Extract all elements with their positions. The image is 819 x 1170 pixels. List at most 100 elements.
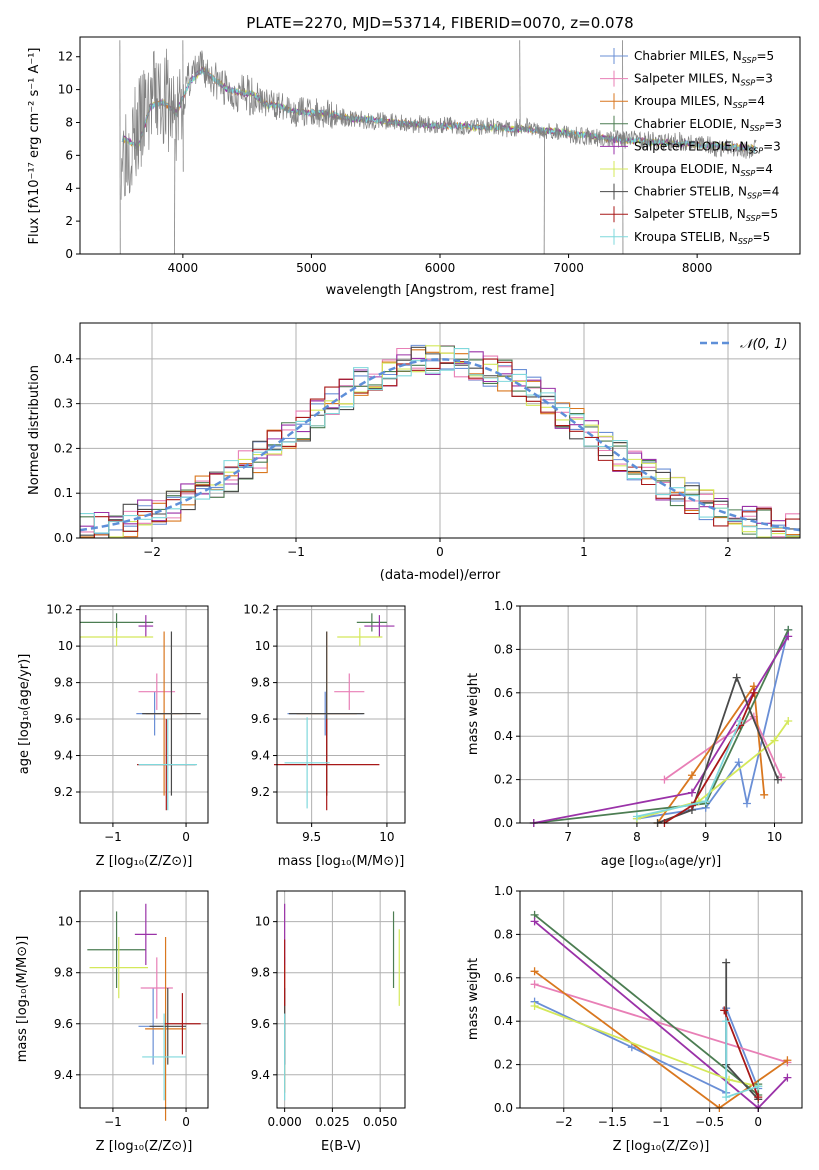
legend-label: Kroupa ELODIE, NSSP=4 <box>634 162 773 178</box>
tick-label-y: 9.8 <box>54 676 73 690</box>
tick-label-y: 9.4 <box>54 1068 73 1082</box>
tick-label-x: 2 <box>724 545 732 559</box>
legend-label: Chabrier STELIB, NSSP=4 <box>634 185 779 201</box>
tick-label-y: 10 <box>58 83 73 97</box>
tick-label-x: 1 <box>580 545 588 559</box>
massweight-point <box>754 1082 763 1091</box>
mass-vs-EBV-panel: 0.000 0.025 0.050 9.4 9.6 9.8 10 E(B-V) <box>251 890 406 1154</box>
spectrum-title: PLATE=2270, MJD=53714, FIBERID=0070, z=0… <box>246 14 633 32</box>
age-vs-mass-panel: 9.5 10 9.2 9.4 9.6 9.8 10 10.2 mass [log₁₀(M/M⊙… <box>243 603 406 869</box>
tick-label-x: 0.050 <box>363 1115 397 1129</box>
massweight-point <box>773 775 782 784</box>
age-vs-mass-xlabel: mass [log₁₀(M/M⊙)] <box>278 854 405 869</box>
tick-label-y: 0 <box>65 247 73 261</box>
massweight-point <box>694 797 703 806</box>
massweight-vs-age-ylabel: mass weight <box>466 673 481 755</box>
mass-vs-Z-axes-frame <box>79 890 209 1109</box>
tick-label-y: 0.4 <box>54 352 73 366</box>
tick-label-x: 8 <box>633 830 641 844</box>
tick-label-x: 0 <box>754 1115 762 1129</box>
tick-label-x: 7 <box>564 830 572 844</box>
tick-label-x: −1 <box>104 830 122 844</box>
tick-label-x: 0 <box>182 830 190 844</box>
massweight-line <box>636 720 741 818</box>
residuals-xlabel: (data-model)/error <box>380 568 501 583</box>
tick-label-x: −1 <box>287 545 305 559</box>
tick-label-y: 0.2 <box>494 1058 513 1072</box>
massweight-line <box>656 683 766 824</box>
tick-label-y: 0.2 <box>494 773 513 787</box>
mass-vs-EBV-axes-frame <box>276 890 406 1109</box>
tick-label-y: 0.1 <box>54 486 73 500</box>
age-vs-Z-axes-frame <box>79 605 209 824</box>
tick-label-x: 10 <box>767 830 782 844</box>
tick-label-x: 4000 <box>168 261 199 275</box>
observed-spectrum-line <box>120 48 757 200</box>
mass-vs-Z-ylabel: mass [log₁₀(M/M⊙)] <box>15 936 30 1063</box>
massweight-point <box>749 688 758 697</box>
massweight-vs-Z-xlabel: Z [log₁₀(Z/Z⊙)] <box>613 1139 710 1154</box>
tick-label-x: 10 <box>379 830 394 844</box>
age-vs-Z-panel: −1 0 9.2 9.4 9.6 9.8 10 10.2 Z [log₁₀(Z/Z⊙)] ag… <box>17 603 209 869</box>
massweight-vs-Z-panel: −2 −1.5 −1 −0.5 0 0.0 0.2 0.4 0.6 0.8 1.0 Z [log₁₀… <box>466 884 803 1154</box>
spectrum-ylabel: Flux [fλ10⁻¹⁷ erg cm⁻² s⁻¹ A⁻¹] <box>27 48 42 245</box>
tick-label-y: 4 <box>65 181 73 195</box>
massweight-point <box>736 717 745 726</box>
massweight-point <box>687 788 696 797</box>
tick-label-y: 0.6 <box>494 971 513 985</box>
massweight-point <box>734 758 743 767</box>
residuals-panel: −2 −1 0 1 2 0.0 0.1 0.2 0.3 0.4 (data-model)/erro… <box>27 322 801 583</box>
tick-label-y: 0.4 <box>494 1014 513 1028</box>
massweight-point <box>783 1056 792 1065</box>
tick-label-y: 0.8 <box>494 927 513 941</box>
tick-label-y: 12 <box>58 50 73 64</box>
spectrum-legend: Chabrier MILES, NSSP=5 Salpeter MILES, NS… <box>600 48 782 246</box>
massweight-point <box>530 980 539 989</box>
tick-label-x: −1 <box>652 1115 670 1129</box>
massweight-vs-age-axes-frame <box>519 605 803 824</box>
legend-label: Chabrier ELODIE, NSSP=3 <box>634 117 782 133</box>
tick-label-y: 10.2 <box>243 603 270 617</box>
massweight-line <box>533 635 789 824</box>
mass-vs-Z-xlabel: Z [log₁₀(Z/Z⊙)] <box>96 1139 193 1154</box>
massweight-point <box>784 632 793 641</box>
tick-label-y: 8 <box>65 115 73 129</box>
tick-label-y: 0.8 <box>494 642 513 656</box>
massweight-point <box>632 812 641 821</box>
tick-label-y: 9.4 <box>251 749 270 763</box>
tick-label-y: 0.4 <box>494 729 513 743</box>
massweight-vs-age-xlabel: age [log₁₀(age/yr)] <box>601 854 722 869</box>
tick-label-y: 10 <box>58 639 73 653</box>
massweight-point <box>660 775 669 784</box>
massweight-line <box>534 914 760 1097</box>
residual-histogram-c7 <box>80 358 800 538</box>
massweight-point <box>530 917 539 926</box>
tick-label-y: 0.0 <box>494 1101 513 1115</box>
tick-label-x: −2 <box>555 1115 573 1129</box>
legend-label: Salpeter MILES, NSSP=3 <box>634 72 773 88</box>
massweight-point <box>627 1043 636 1052</box>
tick-label-y: 9.8 <box>251 966 270 980</box>
mass-vs-EBV-xlabel: E(B-V) <box>321 1139 361 1154</box>
tick-label-y: 9.8 <box>54 966 73 980</box>
massweight-point <box>770 736 779 745</box>
tick-label-x: 0 <box>436 545 444 559</box>
spectrum-panel: 4000 5000 6000 7000 8000 0 2 4 6 8 10 12 PLATE=2270… <box>27 14 801 298</box>
age-vs-Z-ylabel: age [log₁₀(age/yr)] <box>17 654 32 775</box>
tick-label-y: 6 <box>65 148 73 162</box>
tick-label-x: 9.5 <box>302 830 321 844</box>
tick-label-y: 10 <box>58 915 73 929</box>
massweight-line <box>723 1010 760 1098</box>
tick-label-x: −0.5 <box>695 1115 724 1129</box>
tick-label-x: 6000 <box>425 261 456 275</box>
tick-label-y: 0.0 <box>494 816 513 830</box>
tick-label-y: 9.8 <box>251 676 270 690</box>
tick-label-y: 10.2 <box>46 603 73 617</box>
tick-label-x: 7000 <box>553 261 584 275</box>
massweight-point <box>754 1093 763 1102</box>
tick-label-y: 9.6 <box>54 1017 73 1031</box>
massweight-point <box>732 673 741 682</box>
tick-label-x: 8000 <box>682 261 713 275</box>
tick-label-y: 9.2 <box>251 785 270 799</box>
massweight-line <box>534 983 788 1064</box>
